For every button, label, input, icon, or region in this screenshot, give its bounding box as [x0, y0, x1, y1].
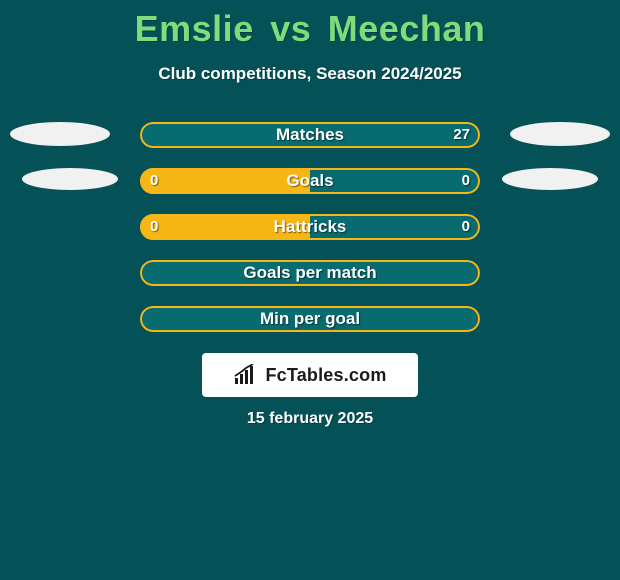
stat-value-right: 27 — [453, 122, 470, 148]
stat-row: 0 0 Goals — [0, 168, 620, 214]
stat-row: 27 Matches — [0, 122, 620, 168]
date-text: 15 february 2025 — [0, 410, 620, 428]
page-title: Emslie vs Meechan — [0, 0, 620, 50]
stat-value-right: 0 — [462, 214, 470, 240]
stats-container: 27 Matches 0 0 Goals 0 0 Hattricks — [0, 122, 620, 352]
brand-text: FcTables.com — [265, 365, 386, 386]
stat-bar-right — [140, 122, 480, 148]
stat-bar-right — [310, 214, 480, 240]
stat-bar — [140, 214, 480, 240]
stat-bar-left — [140, 214, 310, 240]
stat-row: 0 0 Hattricks — [0, 214, 620, 260]
comparison-infographic: Emslie vs Meechan Club competitions, Sea… — [0, 0, 620, 580]
stat-bar-right — [310, 168, 480, 194]
stat-bar — [140, 122, 480, 148]
brand-card: FcTables.com — [202, 353, 418, 397]
subtitle: Club competitions, Season 2024/2025 — [0, 64, 620, 84]
stat-bar — [140, 260, 480, 286]
stat-value-right: 0 — [462, 168, 470, 194]
player2-name: Meechan — [328, 8, 486, 49]
player1-name: Emslie — [135, 8, 254, 49]
stat-bar-border — [140, 260, 480, 286]
stat-value-left: 0 — [150, 168, 158, 194]
stat-row: Min per goal — [0, 306, 620, 352]
stat-row: Goals per match — [0, 260, 620, 306]
stat-bar — [140, 306, 480, 332]
vs-label: vs — [264, 8, 317, 49]
stat-bar-left — [140, 168, 310, 194]
brand-chart-icon — [233, 364, 259, 386]
stat-bar — [140, 168, 480, 194]
stat-bar-border — [140, 306, 480, 332]
stat-value-left: 0 — [150, 214, 158, 240]
